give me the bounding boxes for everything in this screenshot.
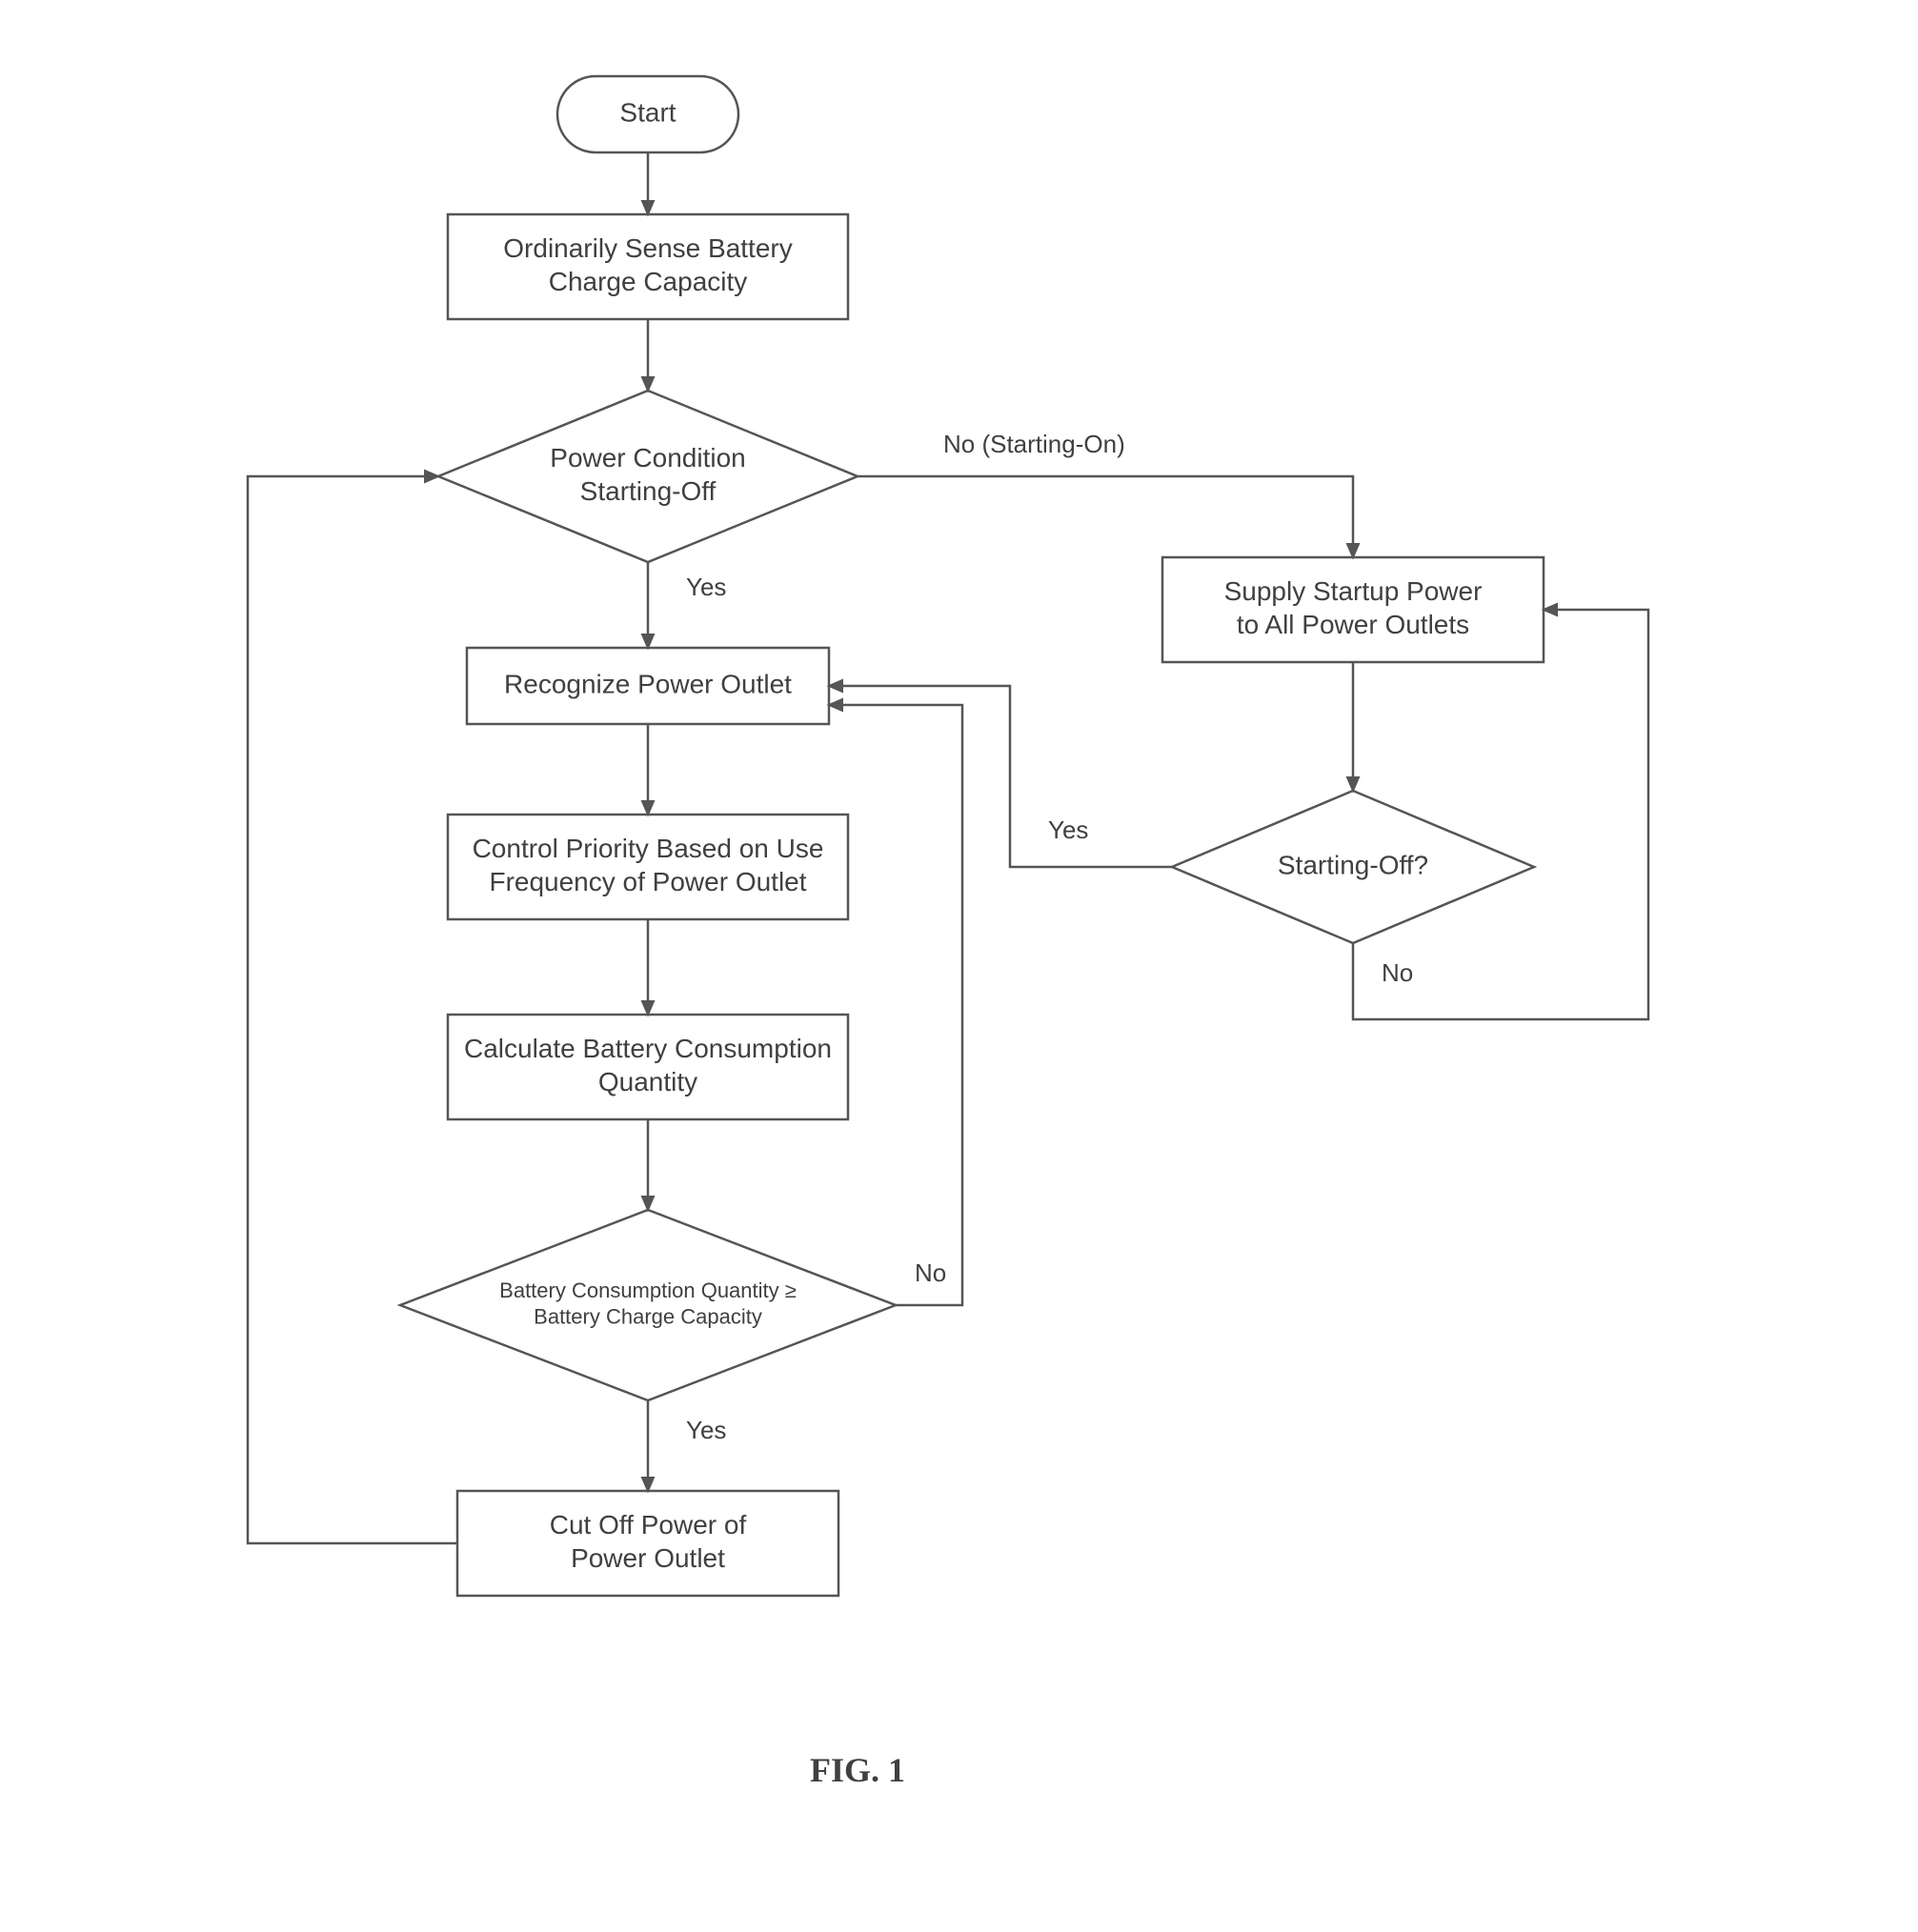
- edge-label: Yes: [686, 573, 726, 601]
- figure-caption: FIG. 1: [810, 1751, 905, 1789]
- node-label: Starting-Off: [580, 476, 717, 506]
- e-pcond-no: No (Starting-On): [858, 430, 1353, 557]
- node-cmp: Battery Consumption Quantity ≥ Battery Ch…: [400, 1210, 896, 1400]
- node-label: Cut Off Power of: [550, 1510, 747, 1540]
- node-label: Start: [619, 97, 676, 127]
- node-label: Calculate Battery Consumption: [464, 1034, 832, 1063]
- e-pcond-recog: Yes: [648, 562, 726, 648]
- node-label: Battery Charge Capacity: [534, 1305, 762, 1329]
- node-recog: Recognize Power Outlet: [467, 648, 829, 724]
- e-soff-no: No: [1353, 610, 1648, 1019]
- node-label: to All Power Outlets: [1237, 610, 1469, 639]
- node-calc: Calculate Battery Consumption Quantity: [448, 1015, 848, 1119]
- node-label: Control Priority Based on Use: [473, 834, 824, 863]
- node-label: Recognize Power Outlet: [504, 669, 792, 698]
- node-pcond: Power ConditionStarting-Off: [438, 391, 858, 562]
- node-label: Charge Capacity: [549, 267, 748, 296]
- edge-label: Yes: [1048, 815, 1088, 844]
- node-label: Power Outlet: [571, 1543, 725, 1573]
- flowchart: Yes Yes No (Starting-On) Yes No No Start Ordin…: [0, 0, 1918, 1932]
- node-supply: Supply Startup Power to All Power Outlets: [1162, 557, 1544, 662]
- e-soff-yes: Yes: [829, 686, 1172, 867]
- node-label: Quantity: [598, 1067, 697, 1097]
- e-cmp-cutoff: Yes: [648, 1400, 726, 1491]
- node-label: Ordinarily Sense Battery: [503, 233, 792, 263]
- node-label: Frequency of Power Outlet: [489, 867, 806, 896]
- node-label: Battery Consumption Quantity ≥: [499, 1278, 797, 1302]
- node-start: Start: [557, 76, 738, 152]
- node-prio: Control Priority Based on Use Frequency o…: [448, 815, 848, 919]
- edge-label: No: [1382, 958, 1413, 987]
- node-label: Supply Startup Power: [1224, 576, 1483, 606]
- edge-label: No: [915, 1258, 946, 1287]
- node-label: Power Condition: [550, 443, 745, 473]
- edge-label: No (Starting-On): [943, 430, 1125, 458]
- node-cutoff: Cut Off Power ofPower Outlet: [457, 1491, 838, 1596]
- node-label: Starting-Off?: [1278, 850, 1428, 879]
- node-sense: Ordinarily Sense Battery Charge Capacity: [448, 214, 848, 319]
- e-cmp-no: No: [829, 705, 962, 1305]
- e-cutoff-loop: [248, 476, 457, 1543]
- node-soff: Starting-Off?: [1172, 791, 1534, 943]
- edge-label: Yes: [686, 1416, 726, 1444]
